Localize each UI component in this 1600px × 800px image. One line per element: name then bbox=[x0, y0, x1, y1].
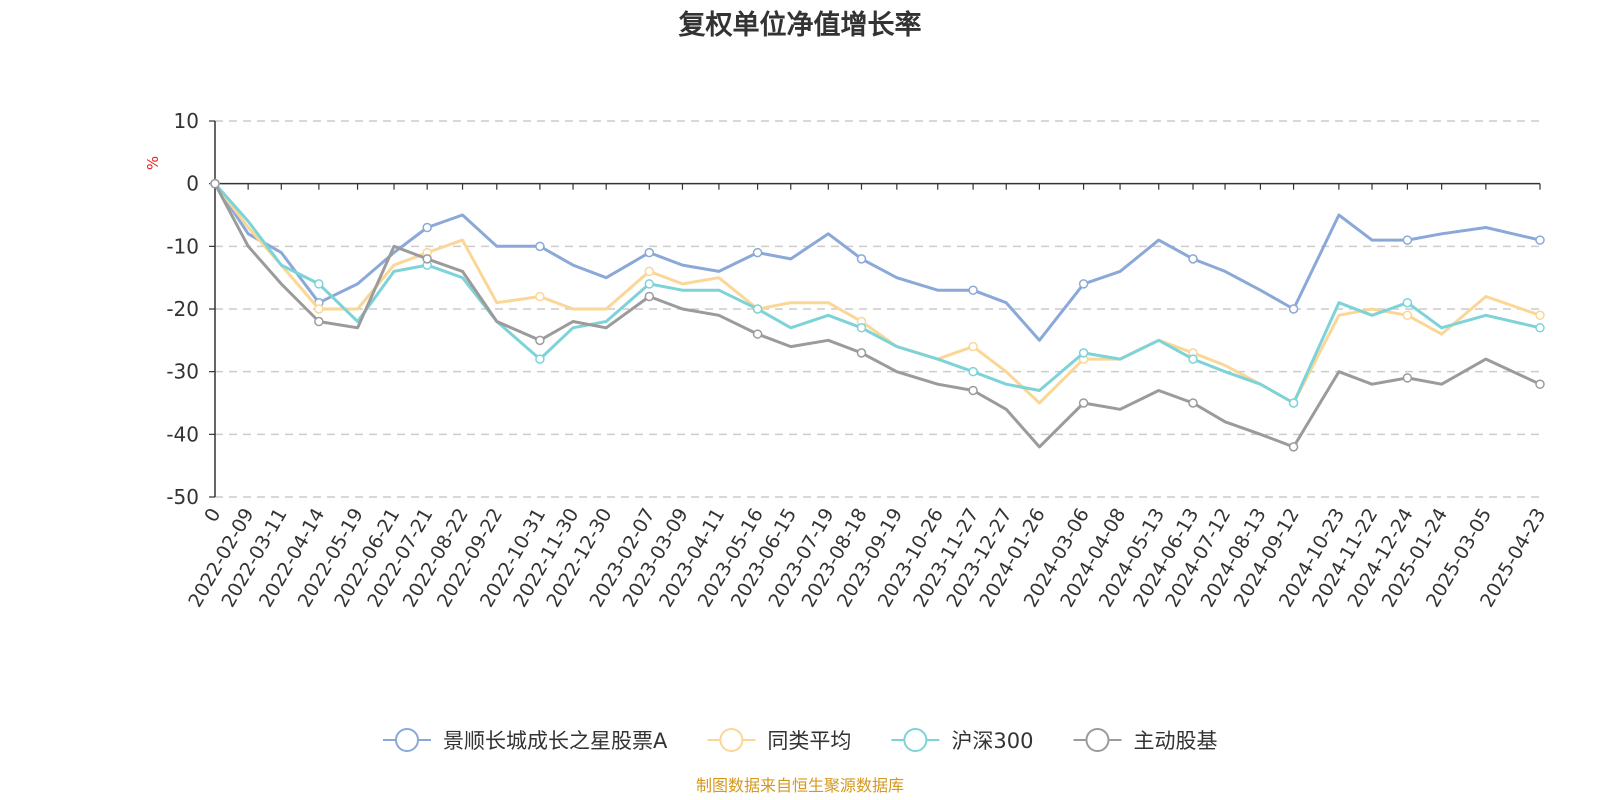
y-axis-ticks: 10 0 -10 -20 -30 -40 -50 bbox=[166, 109, 215, 509]
series-point-2 bbox=[856, 323, 867, 333]
series-point-3 bbox=[314, 316, 324, 327]
legend-item-2[interactable]: 沪深300 bbox=[891, 728, 1033, 753]
x-axis-ticks: 02022-02-092022-03-112022-04-142022-05-1… bbox=[184, 183, 1550, 611]
series-point-0 bbox=[752, 247, 763, 258]
series-line-0 bbox=[213, 182, 1541, 342]
series-point-1 bbox=[535, 291, 545, 302]
series-point-0 bbox=[1535, 235, 1545, 245]
y-tick-label: 10 bbox=[174, 109, 199, 133]
series-point-2 bbox=[535, 354, 545, 364]
legend-marker bbox=[1085, 728, 1110, 752]
series-point-3 bbox=[422, 254, 432, 264]
series-point-0 bbox=[1078, 279, 1089, 289]
legend[interactable]: 景顺长城成长之星股票A 同类平均 沪深300 主动股基 bbox=[383, 728, 1217, 753]
series-point-3 bbox=[752, 329, 763, 339]
series-point-0 bbox=[1402, 235, 1413, 245]
series-point-0 bbox=[968, 285, 978, 295]
data-source-note: 制图数据来自恒生聚源数据库 bbox=[696, 776, 904, 795]
series-point-3 bbox=[856, 348, 867, 358]
series-point-2 bbox=[1535, 323, 1545, 333]
legend-marker bbox=[395, 728, 419, 752]
series-point-0 bbox=[535, 241, 545, 252]
series-point-0 bbox=[1288, 304, 1299, 314]
series-point-1 bbox=[644, 266, 655, 277]
series-point-1 bbox=[314, 304, 324, 314]
y-tick-label: 0 bbox=[186, 172, 199, 196]
chart-title: 复权单位净值增长率 bbox=[679, 9, 922, 41]
series-point-3 bbox=[1188, 398, 1198, 408]
series-point-2 bbox=[314, 279, 324, 289]
series-lines bbox=[210, 178, 1545, 452]
y-tick-label: -20 bbox=[166, 297, 199, 321]
legend-label: 景顺长城成长之星股票A bbox=[443, 729, 668, 753]
legend-marker bbox=[719, 728, 744, 752]
series-point-2 bbox=[752, 304, 763, 314]
series-point-3 bbox=[535, 335, 545, 346]
series-point-2 bbox=[1402, 297, 1413, 308]
grid-lines bbox=[215, 120, 1540, 498]
legend-label: 主动股基 bbox=[1133, 729, 1217, 753]
legend-item-0[interactable]: 景顺长城成长之星股票A bbox=[383, 728, 668, 753]
y-tick-label: -10 bbox=[166, 234, 199, 258]
series-point-3 bbox=[1288, 442, 1299, 452]
series-point-3 bbox=[968, 385, 978, 396]
series-point-2 bbox=[1078, 348, 1089, 358]
legend-marker bbox=[903, 728, 928, 752]
series-point-2 bbox=[644, 279, 655, 289]
series-point-2 bbox=[968, 366, 978, 377]
legend-item-1[interactable]: 同类平均 bbox=[707, 728, 851, 753]
series-point-3 bbox=[210, 178, 220, 189]
series-point-0 bbox=[422, 222, 432, 233]
series-point-1 bbox=[1535, 310, 1545, 321]
series-point-2 bbox=[1188, 354, 1198, 364]
y-axis-unit: % bbox=[144, 156, 162, 170]
series-point-0 bbox=[1188, 254, 1198, 264]
legend-item-3[interactable]: 主动股基 bbox=[1073, 728, 1217, 753]
x-tick-label: 0 bbox=[200, 505, 225, 526]
series-point-2 bbox=[1288, 398, 1299, 408]
legend-label: 沪深300 bbox=[951, 729, 1033, 753]
y-tick-label: -50 bbox=[166, 485, 199, 509]
series-point-3 bbox=[1535, 379, 1545, 389]
y-tick-label: -30 bbox=[166, 360, 199, 384]
series-point-0 bbox=[644, 247, 655, 258]
y-tick-label: -40 bbox=[166, 422, 199, 446]
series-point-0 bbox=[856, 254, 867, 264]
series-point-3 bbox=[1078, 398, 1089, 408]
series-point-3 bbox=[1402, 373, 1413, 383]
series-point-3 bbox=[644, 291, 655, 302]
series-point-1 bbox=[1402, 310, 1413, 321]
legend-label: 同类平均 bbox=[767, 729, 851, 753]
series-point-1 bbox=[968, 341, 978, 352]
